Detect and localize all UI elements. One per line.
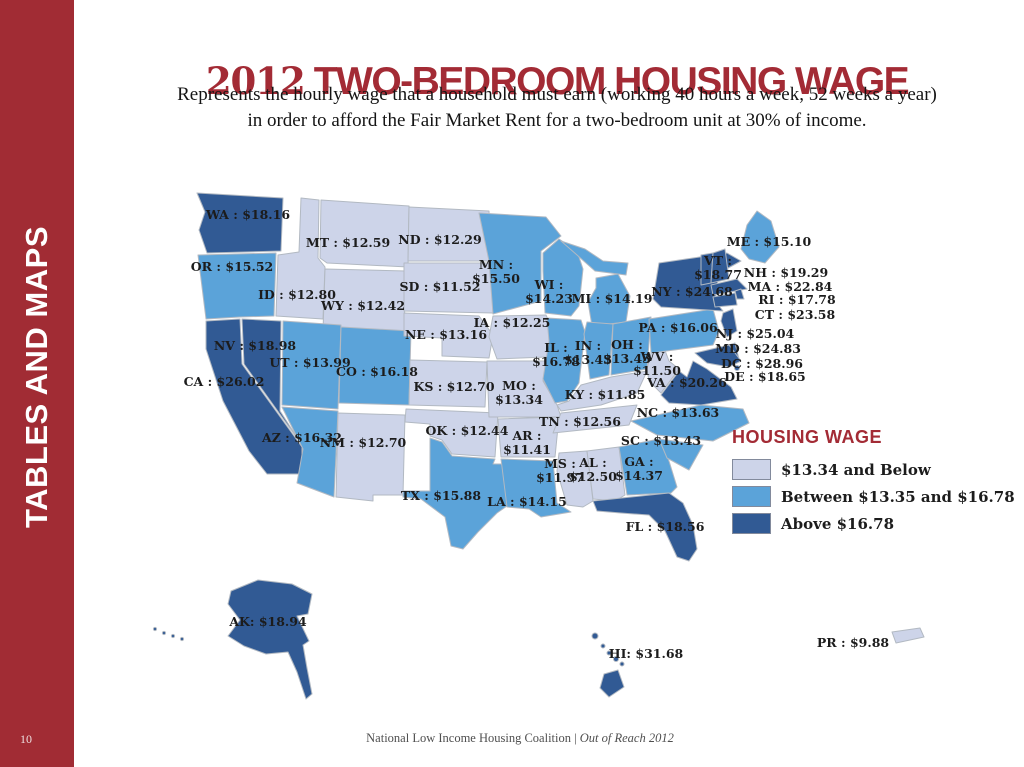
state-LA — [500, 458, 572, 518]
legend-label-below: $13.34 and Below — [781, 460, 931, 479]
legend-swatch-between — [732, 486, 771, 507]
state-WY — [322, 268, 407, 334]
state-MN — [478, 212, 562, 315]
state-VA — [660, 360, 738, 406]
state-MA — [710, 278, 748, 296]
legend-item-below: $13.34 and Below — [732, 459, 1015, 480]
state-OR — [197, 252, 277, 320]
state-NV — [241, 318, 303, 446]
footer-report-name: Out of Reach 2012 — [579, 731, 674, 745]
page-number: 10 — [20, 732, 32, 746]
state-PA — [648, 308, 720, 354]
state-MD — [694, 344, 742, 368]
state-CA — [205, 318, 303, 475]
state-UT — [281, 320, 342, 410]
state-NH — [710, 248, 730, 284]
state-TX — [402, 437, 514, 550]
legend-item-above: Above $16.78 — [732, 513, 1015, 534]
state-NJ — [720, 308, 738, 338]
state-CO — [338, 326, 412, 406]
sidebar: TABLES AND MAPS 10 — [0, 0, 74, 767]
state-ND — [407, 206, 492, 262]
state-SD — [403, 262, 494, 314]
state-CT — [712, 292, 738, 308]
legend-label-between: Between $13.35 and $16.78 — [781, 487, 1015, 506]
state-AZ — [281, 406, 339, 498]
legend-swatch-below — [732, 459, 771, 480]
legend-item-between: Between $13.35 and $16.78 — [732, 486, 1015, 507]
page-title: 2012 TWO-BEDROOM HOUSING WAGE — [90, 59, 1024, 104]
state-HI — [591, 632, 625, 698]
state-MT — [319, 199, 410, 268]
subtitle-line1: Represents the hourly wage that a househ… — [177, 84, 937, 105]
subtitle-line2: in order to afford the Fair Market Rent … — [247, 110, 867, 132]
legend-label-above: Above $16.78 — [781, 514, 895, 533]
state-AK — [152, 579, 313, 700]
footer: National Low Income Housing Coalition | … — [90, 731, 950, 746]
state-WA — [196, 192, 284, 254]
legend-swatch-above — [732, 513, 771, 534]
footer-separator: | — [574, 731, 577, 745]
subtitle: Represents the hourly wage that a househ… — [90, 82, 1024, 134]
state-KS — [408, 359, 488, 408]
legend: HOUSING WAGE $13.34 and Below Between $13… — [732, 427, 1015, 540]
state-NM — [335, 412, 406, 502]
state-PR — [891, 627, 925, 644]
state-IA — [488, 314, 554, 360]
state-DC — [734, 365, 740, 371]
state-RI — [734, 288, 745, 300]
state-OH — [610, 316, 652, 376]
state-ID — [275, 197, 326, 320]
legend-items: $13.34 and Below Between $13.35 and $16.7… — [732, 459, 1015, 534]
title-text: TWO-BEDROOM HOUSING WAGE — [313, 60, 910, 104]
state-IL — [542, 317, 586, 404]
state-AR — [497, 416, 560, 458]
state-TN — [552, 404, 638, 434]
footer-org: National Low Income Housing Coalition — [366, 731, 571, 745]
state-FL — [592, 492, 698, 562]
state-AL — [586, 446, 626, 502]
state-IN — [583, 321, 614, 380]
title-year: 2012 — [205, 59, 306, 104]
state-ME — [740, 210, 780, 264]
state-SC — [658, 438, 704, 471]
state-NE — [403, 312, 494, 359]
legend-title: HOUSING WAGE — [732, 427, 883, 447]
state-OK — [404, 408, 499, 458]
